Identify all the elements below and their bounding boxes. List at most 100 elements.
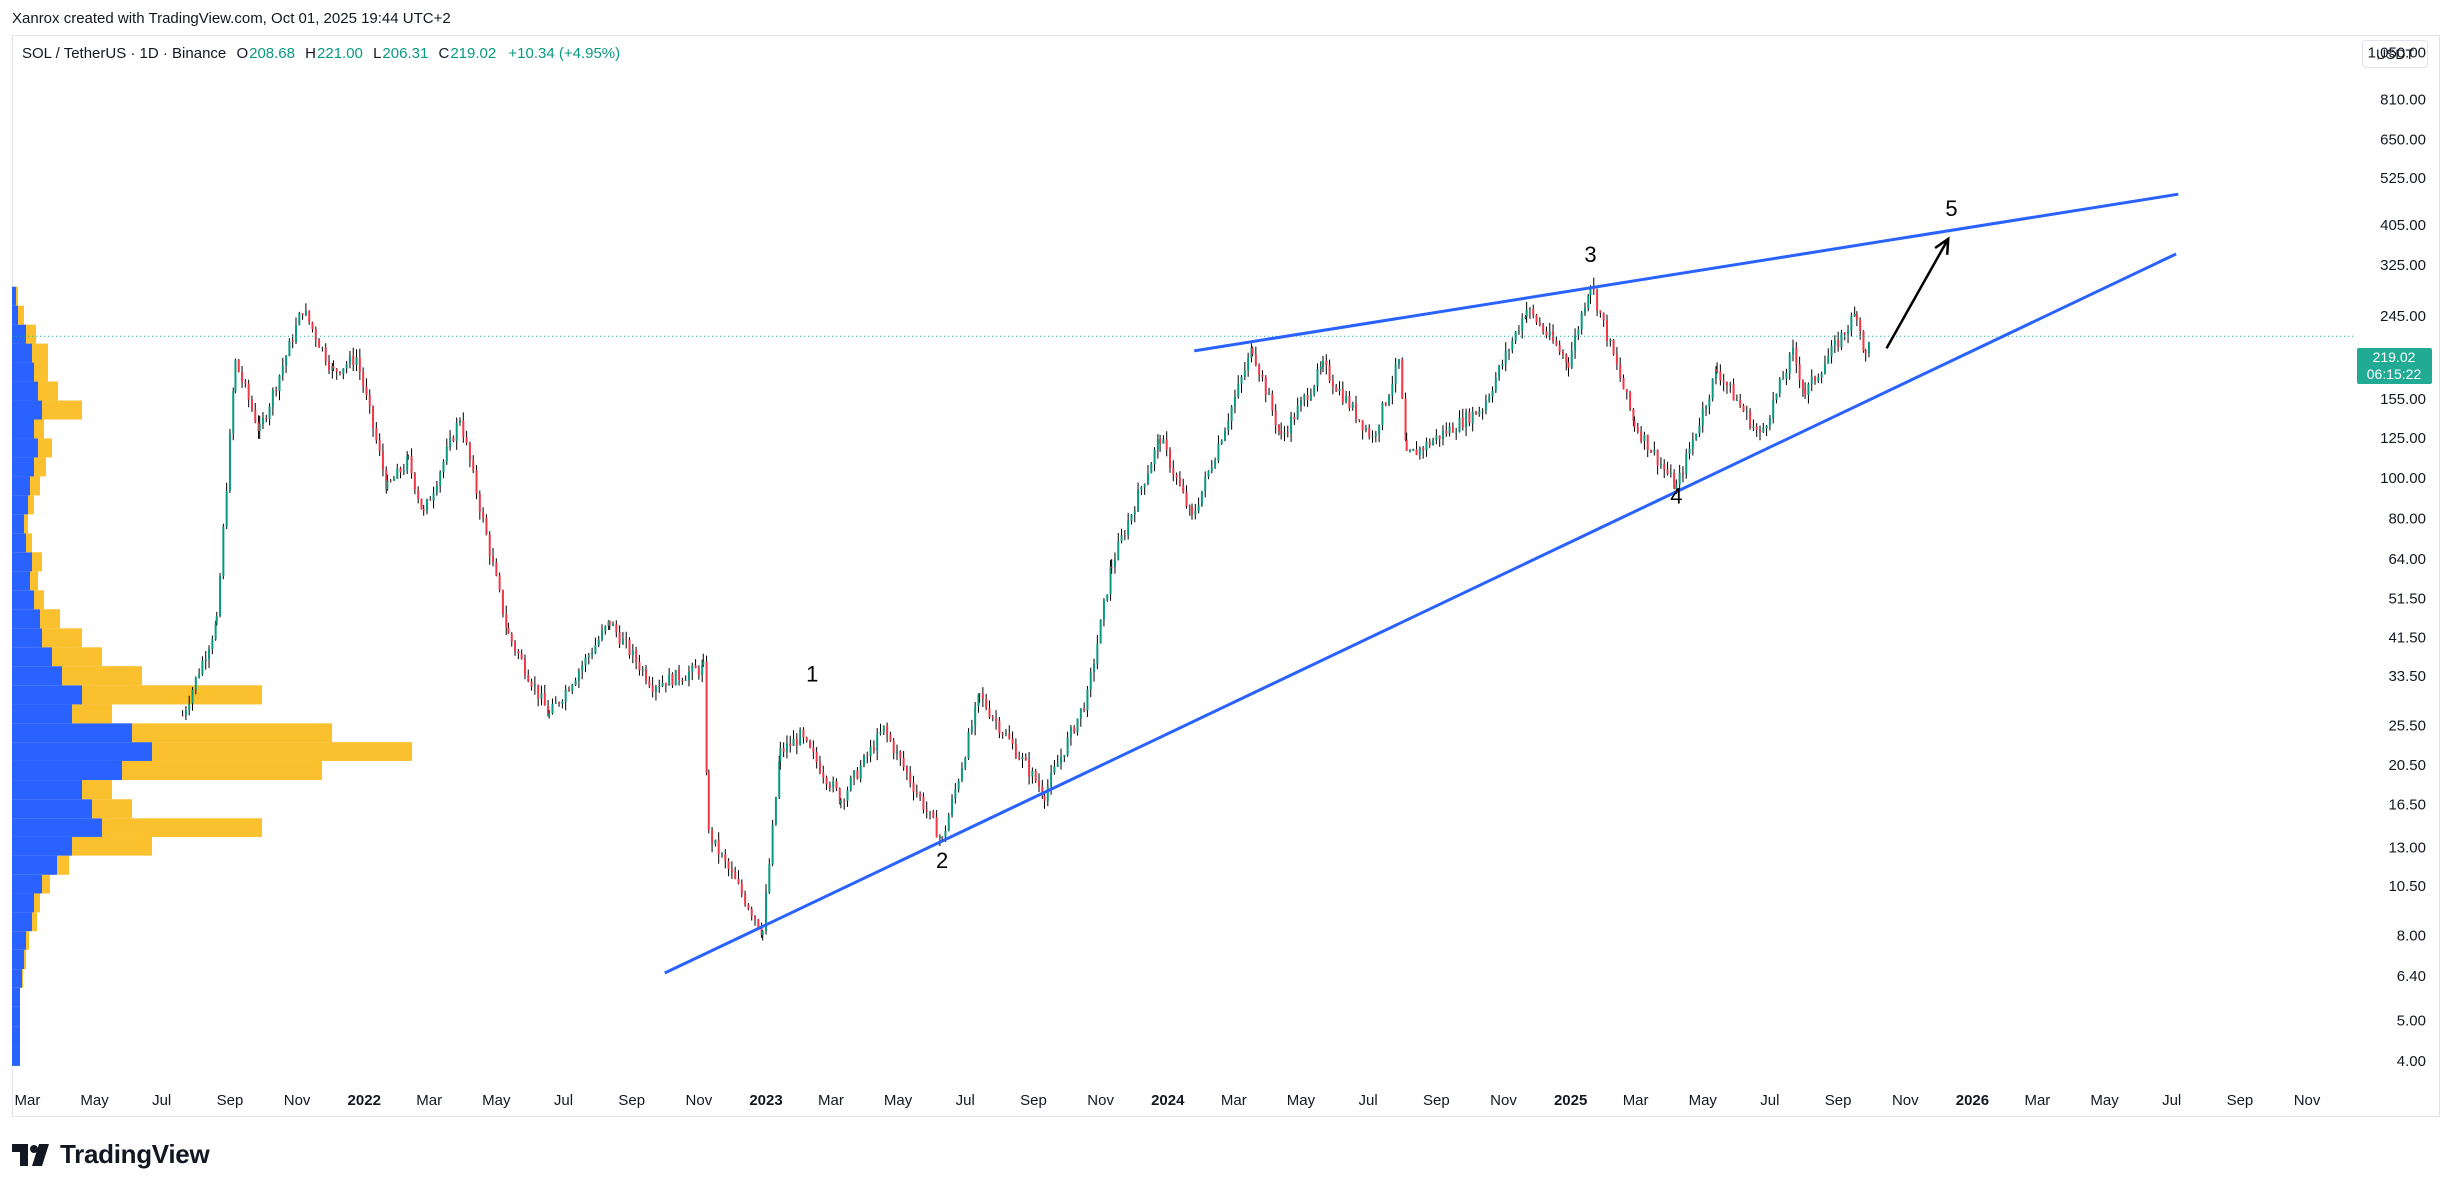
candle-body	[219, 576, 222, 616]
candle-body	[265, 417, 268, 419]
wave-label-2: 2	[936, 848, 948, 873]
x-tick-label: May	[2090, 1092, 2119, 1109]
candle-body	[1313, 385, 1316, 395]
candle-body	[1798, 364, 1801, 381]
candle-body	[1404, 398, 1407, 441]
candle-body	[1775, 393, 1778, 400]
volume-profile-down-bar	[62, 666, 142, 686]
price-axis[interactable]: 1,050.00 810.00 650.00 525.00 405.00 325.00 24…	[2368, 44, 2426, 1069]
candle-body	[1321, 360, 1324, 367]
candle-body	[765, 892, 768, 931]
symbol-title[interactable]: SOL / TetherUS · 1D · Binance	[22, 45, 227, 62]
candle-body	[348, 355, 351, 365]
candle-body	[352, 355, 355, 365]
candle-body	[362, 371, 365, 387]
candle-body	[1488, 396, 1491, 402]
trendline-lower	[664, 252, 2177, 975]
candle-body	[520, 653, 523, 659]
high-label: H	[305, 45, 317, 62]
candle-body	[967, 732, 970, 759]
volume-profile-down-bar	[42, 874, 50, 894]
close-value: 219.02	[450, 45, 497, 62]
candle-body	[462, 420, 465, 438]
chart-credit: Xanrox created with TradingView.com, Oct…	[12, 10, 451, 27]
volume-profile-up-bar	[12, 647, 52, 667]
candle-body	[1351, 403, 1354, 409]
candle-body	[664, 682, 667, 686]
candle-body	[1548, 331, 1551, 336]
volume-profile-up-bar	[12, 286, 16, 306]
candle-body	[234, 359, 237, 392]
volume-profile-up-bar	[12, 419, 34, 439]
candle-body	[1197, 505, 1200, 512]
candle-body	[702, 661, 705, 665]
y-tick-label: 13.00	[2388, 840, 2426, 857]
volume-profile-down-bar	[28, 495, 34, 515]
candle-body	[1001, 733, 1004, 735]
candle-body	[1481, 410, 1484, 412]
volume-profile-down-bar	[82, 685, 262, 705]
candle-body	[1237, 383, 1240, 397]
candle-body	[1465, 412, 1468, 428]
candle-body	[584, 657, 587, 666]
candle-body	[697, 668, 700, 676]
candle-body	[1804, 388, 1807, 395]
x-tick-label: Sep	[1423, 1092, 1450, 1109]
candle-body	[1432, 440, 1435, 446]
candle-body	[612, 624, 615, 626]
footer-brand[interactable]: TradingView	[12, 1139, 210, 1170]
candle-body	[1701, 408, 1704, 426]
candle-body	[705, 661, 708, 773]
candle-body	[678, 669, 681, 680]
candle-body	[523, 658, 526, 676]
candle-body	[661, 682, 664, 687]
candle-body	[681, 679, 684, 681]
candle-body	[1293, 416, 1296, 420]
volume-profile-up-bar	[12, 666, 62, 686]
y-tick-label: 25.50	[2388, 718, 2426, 735]
volume-profile-up-bar	[12, 704, 72, 724]
candle-body	[1331, 380, 1334, 387]
candle-body	[1277, 425, 1280, 432]
candle-body	[1130, 514, 1133, 521]
volume-profile-up-bar	[12, 381, 38, 401]
candle-body	[1418, 447, 1421, 456]
x-tick-label: Mar	[416, 1092, 442, 1109]
candle-body	[1716, 369, 1719, 372]
candle-body	[1361, 420, 1364, 431]
candle-body	[1685, 453, 1688, 474]
candle-body	[482, 511, 485, 518]
candle-body	[809, 740, 812, 748]
candle-body	[1782, 378, 1785, 380]
candle-body	[191, 689, 194, 704]
low-value: 206.31	[382, 45, 429, 62]
candle-body	[1165, 439, 1168, 450]
candle-body	[1640, 431, 1643, 442]
y-tick-label: 51.50	[2388, 590, 2426, 607]
candle-body	[1663, 464, 1666, 470]
candle-body	[1230, 406, 1233, 421]
candle-body	[991, 716, 994, 719]
candle-body	[1599, 310, 1602, 313]
currency-button[interactable]: USDT	[2362, 40, 2428, 68]
candle-body	[257, 422, 260, 431]
time-axis[interactable]: Mar May Jul Sep Nov 2022 Mar May Jul Sep Nov 2023 Ma…	[14, 1092, 2320, 1109]
candle-body	[1830, 345, 1833, 357]
candle-body	[707, 772, 710, 830]
candle-body	[1508, 350, 1511, 352]
candle-body	[1711, 378, 1714, 399]
candle-body	[922, 796, 925, 810]
candle-body	[1031, 770, 1034, 777]
candle-body	[1749, 411, 1752, 428]
candle-body	[181, 715, 184, 717]
candle-body	[406, 456, 409, 471]
trendlines[interactable]	[664, 192, 2179, 975]
candle-body	[1240, 377, 1243, 384]
candle-body	[1428, 441, 1431, 446]
candle-body	[1484, 401, 1487, 411]
candle-body	[301, 313, 304, 315]
candle-body	[1345, 396, 1348, 403]
candle-body	[318, 339, 321, 348]
volume-profile-up-bar	[12, 818, 102, 837]
